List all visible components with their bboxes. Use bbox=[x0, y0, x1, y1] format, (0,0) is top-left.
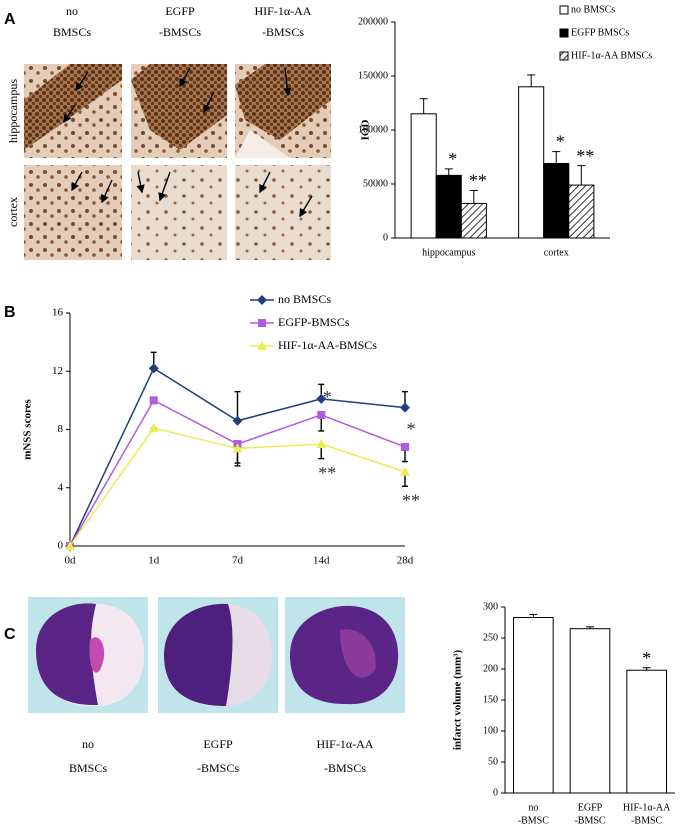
bar bbox=[460, 202, 487, 239]
y-tick-label: 0 bbox=[58, 540, 64, 552]
x-tick-label: no bbox=[528, 802, 538, 813]
x-tick-label: HIF-1α-AA bbox=[623, 802, 671, 813]
y-tick-label: 150 bbox=[483, 694, 498, 705]
panel-c-images: C no BMSCs EGFP -BMSCs HIF-1α-AA -BMSCs bbox=[4, 597, 405, 775]
image-label: HIF-1α-AA bbox=[317, 737, 374, 751]
point bbox=[232, 415, 243, 426]
x-tick-label: 1d bbox=[148, 555, 160, 567]
panel-label: A bbox=[4, 11, 16, 28]
y-tick-label: 4 bbox=[58, 481, 64, 493]
legend-label: EGFP BMSCs bbox=[571, 27, 629, 38]
column-label: -BMSCs bbox=[262, 25, 304, 39]
legend-swatch bbox=[559, 51, 569, 61]
legend-swatch bbox=[559, 5, 569, 15]
legend-label: HIF-1α-AA BMSCs bbox=[571, 50, 652, 61]
legend-label: EGFP-BMSCs bbox=[278, 315, 350, 329]
image-label: no bbox=[82, 737, 94, 751]
x-tick-label: cortex bbox=[544, 247, 569, 258]
point bbox=[400, 466, 410, 476]
point bbox=[148, 363, 159, 374]
significance: ** bbox=[402, 490, 420, 510]
y-tick-label: 200000 bbox=[358, 16, 388, 27]
legend-label: no BMSCs bbox=[278, 292, 331, 306]
column-label: no bbox=[66, 4, 78, 18]
panel-a-images: A no BMSCs EGFP -BMSCs HIF-1α-AA -BMSCs … bbox=[4, 4, 331, 260]
y-tick-label: 12 bbox=[52, 365, 63, 377]
x-tick-label: 7d bbox=[232, 555, 244, 567]
point bbox=[400, 402, 410, 413]
y-tick-label: 200 bbox=[483, 663, 498, 674]
bar bbox=[568, 184, 595, 239]
panel-label: C bbox=[4, 626, 16, 643]
y-tick-label: 100000 bbox=[358, 124, 388, 135]
y-tick-label: 16 bbox=[52, 307, 64, 319]
y-axis-label: infarct volume (mm³) bbox=[452, 650, 464, 751]
image-label: BMSCs bbox=[69, 761, 107, 775]
point bbox=[316, 393, 327, 404]
y-tick-label: 300 bbox=[483, 601, 498, 612]
column-label: -BMSCs bbox=[159, 25, 201, 39]
significance: ** bbox=[469, 171, 487, 191]
significance: * bbox=[323, 387, 332, 407]
column-label: BMSCs bbox=[53, 25, 91, 39]
row-label: cortex bbox=[6, 197, 20, 227]
column-label: EGFP bbox=[165, 4, 195, 18]
y-tick-label: 100 bbox=[483, 725, 498, 736]
image-label: EGFP bbox=[203, 737, 233, 751]
legend-marker bbox=[257, 341, 267, 350]
point bbox=[316, 439, 327, 449]
y-tick-label: 250 bbox=[483, 632, 498, 643]
significance: ** bbox=[318, 463, 336, 483]
y-tick-label: 8 bbox=[58, 423, 64, 435]
significance: * bbox=[407, 419, 416, 439]
bar bbox=[518, 86, 545, 239]
legend-marker bbox=[257, 295, 267, 305]
legend-label: no BMSCs bbox=[571, 4, 615, 15]
point bbox=[149, 396, 158, 405]
bar bbox=[569, 628, 611, 794]
legend-swatch bbox=[559, 28, 569, 38]
y-tick-label: 50000 bbox=[363, 178, 388, 189]
y-axis-label: IOD bbox=[360, 120, 372, 141]
significance: * bbox=[556, 132, 565, 152]
image-label: -BMSCs bbox=[197, 761, 239, 775]
point bbox=[232, 443, 243, 453]
x-tick-label: -BMSC bbox=[574, 815, 605, 826]
x-tick-label: hippocampus bbox=[422, 247, 475, 258]
x-tick-label: 0d bbox=[65, 555, 77, 567]
point bbox=[148, 423, 159, 433]
y-tick-label: 0 bbox=[383, 232, 388, 243]
x-tick-label: EGFP bbox=[578, 802, 603, 813]
x-tick-label: -BMSC bbox=[631, 815, 662, 826]
legend-label: HIF-1α-AA-BMSCs bbox=[278, 338, 377, 352]
panel-label: B bbox=[4, 304, 16, 321]
point bbox=[317, 410, 326, 419]
bar bbox=[435, 174, 462, 239]
y-axis-label: mNSS scores bbox=[22, 398, 34, 459]
point bbox=[65, 541, 75, 550]
bar bbox=[626, 669, 667, 794]
row-label: hippocampus bbox=[6, 79, 20, 143]
x-tick-label: 28d bbox=[397, 555, 414, 567]
x-tick-label: 14d bbox=[313, 555, 330, 567]
bar bbox=[513, 617, 554, 794]
y-tick-label: 50 bbox=[488, 756, 498, 767]
point bbox=[401, 442, 409, 451]
significance: * bbox=[642, 648, 651, 668]
column-label: HIF-1α-AA bbox=[255, 4, 312, 18]
bar bbox=[543, 162, 570, 239]
y-tick-label: 150000 bbox=[358, 70, 388, 81]
y-tick-label: 0 bbox=[493, 787, 498, 798]
x-tick-label: -BMSC bbox=[518, 815, 549, 826]
significance: ** bbox=[576, 146, 594, 166]
image-label: -BMSCs bbox=[324, 761, 366, 775]
micrographs bbox=[24, 64, 331, 260]
legend-marker bbox=[258, 319, 266, 327]
significance: * bbox=[448, 149, 457, 169]
bar bbox=[410, 113, 437, 239]
